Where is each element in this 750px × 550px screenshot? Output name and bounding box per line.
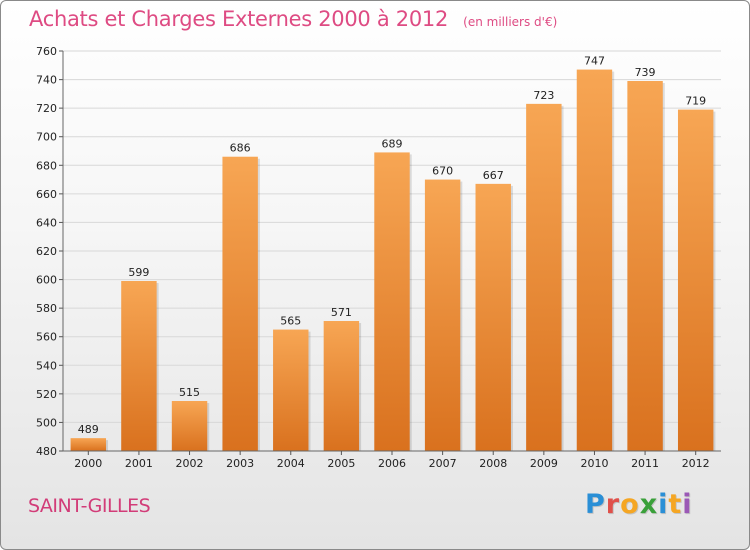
y-tick-label: 660 [36,188,57,201]
chart-title: Achats et Charges Externes 2000 à 2012 [29,7,449,31]
logo-letter: x [639,489,659,520]
bar-value-label: 565 [280,315,301,328]
bar-value-label: 667 [483,169,504,182]
bar [323,321,360,451]
bar [627,81,663,451]
data-labels: 489 599 515 686 565 571 689 670 667 723 747 739 719 [78,55,706,437]
bar [273,329,309,451]
bar [222,156,258,451]
bar-value-label: 489 [78,423,99,436]
x-tick-label: 2000 [74,457,102,470]
y-tick-label: 480 [36,445,57,458]
bar-value-label: 571 [331,306,352,319]
x-tick-label: 2005 [327,457,355,470]
bar [475,183,511,451]
bar-value-label: 686 [230,142,251,155]
chart-subtitle: (en milliers d'€) [463,15,558,29]
x-tick-label: 2006 [378,457,406,470]
x-tick-label: 2011 [631,457,659,470]
x-tick-label: 2009 [530,457,558,470]
y-tick-label: 580 [36,302,57,315]
axes: 480 500 520 540 560 580 600 620 640 660 680 700 720 7… [36,45,721,470]
bar [576,69,613,452]
bar [171,401,208,451]
bar [526,103,562,451]
x-tick-label: 2002 [176,457,204,470]
bar-value-label: 689 [382,137,403,150]
x-tick-label: 2008 [479,457,507,470]
logo-letter: o [620,489,640,520]
logo-letter: r [605,489,621,520]
chart-title-block: Achats et Charges Externes 2000 à 2012 (… [29,7,557,31]
y-tick-label: 560 [36,331,57,344]
bar-value-label: 723 [533,89,554,102]
bar-value-label: 739 [635,66,656,79]
y-tick-label: 640 [36,216,57,229]
y-tick-label: 540 [36,359,57,372]
proxiti-logo: Proxiti [585,489,693,520]
logo-letter: P [585,489,606,520]
bar-value-label: 719 [685,95,706,108]
y-tick-label: 700 [36,131,57,144]
logo-letter: i [658,489,669,520]
x-tick-label: 2010 [580,457,608,470]
bar [677,109,714,452]
x-tick-label: 2012 [682,457,710,470]
city-name: SAINT-GILLES [28,495,151,517]
y-tick-label: 600 [36,274,57,287]
x-tick-label: 2003 [226,457,254,470]
bar [70,438,107,451]
x-tick-label: 2007 [429,457,457,470]
logo-letter: t [668,489,683,520]
bars [70,69,716,452]
y-tick-label: 760 [36,45,57,58]
bar-value-label: 599 [128,266,149,279]
y-tick-label: 520 [36,388,57,401]
y-tick-label: 620 [36,245,57,258]
y-tick-label: 740 [36,74,57,87]
y-tick-label: 500 [36,416,57,429]
bar [121,281,157,451]
bar [374,152,410,451]
bar [424,179,461,452]
bar-value-label: 515 [179,386,200,399]
x-tick-label: 2004 [277,457,305,470]
bar-value-label: 670 [432,165,453,178]
x-tick-label: 2001 [125,457,153,470]
logo-letter: i [682,489,693,520]
y-tick-label: 680 [36,159,57,172]
bar-value-label: 747 [584,55,605,68]
y-tick-label: 720 [36,102,57,115]
